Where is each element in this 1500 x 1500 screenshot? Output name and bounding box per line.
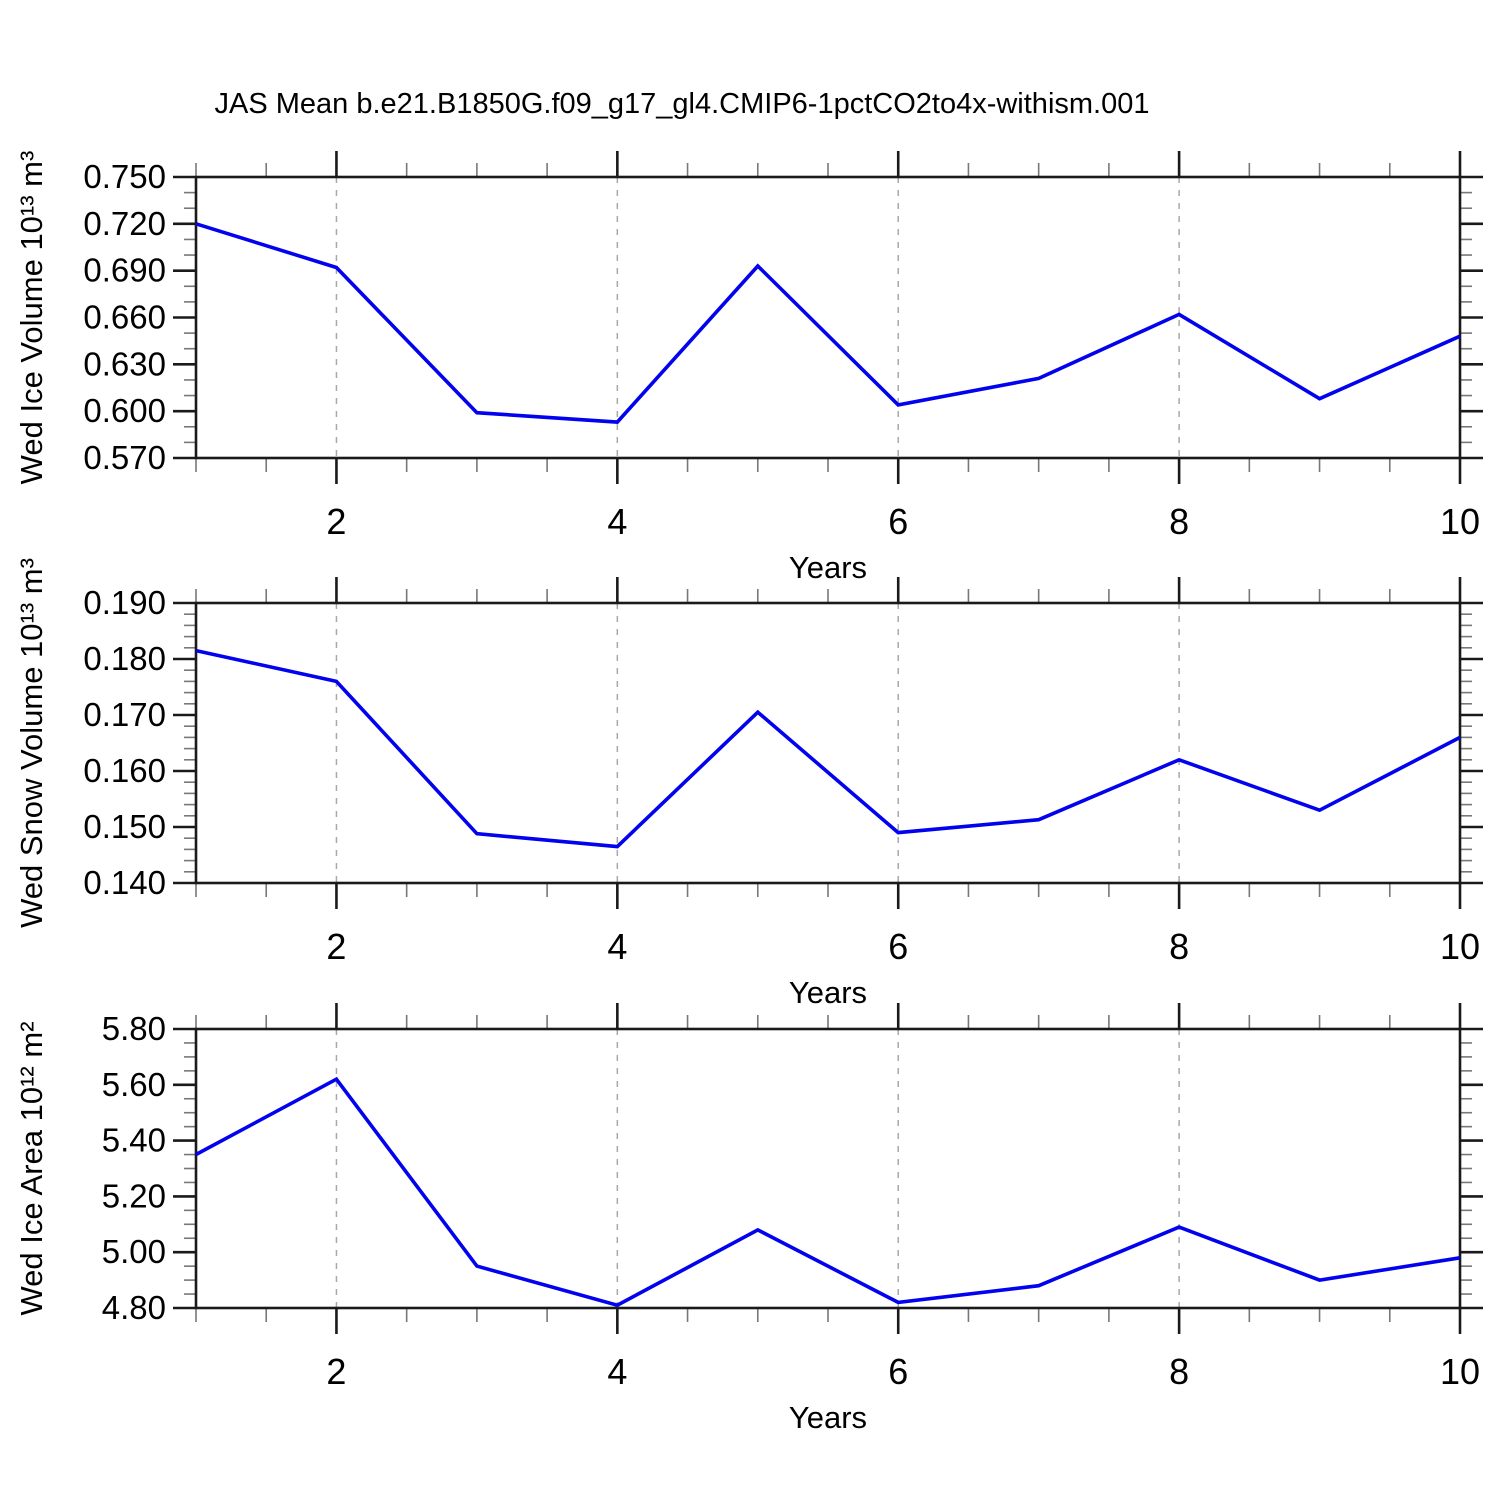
data-line	[195, 222, 1461, 424]
plot-border	[194, 175, 1462, 460]
x-tick-label: 4	[607, 926, 627, 967]
y-tick-label: 5.80	[102, 1010, 166, 1047]
chart-title-text: JAS Mean b.e21.B1850G.f09_g17_gl4.CMIP6-…	[214, 88, 1150, 120]
x-tick-label: 4	[607, 501, 627, 542]
x-tick-label: 10	[1440, 926, 1480, 967]
x-tick-label: 10	[1440, 1351, 1480, 1392]
panel-1: 0.570 0.600 0.630 0.660 0.690 0.720 0.750 2 4 6 8 1…	[14, 151, 1483, 585]
x-tick-label: 2	[326, 501, 346, 542]
y-tick-label: 0.160	[83, 752, 166, 789]
x-tick-label: 8	[1169, 501, 1189, 542]
x-axis-title: Years	[789, 550, 867, 585]
data-line	[195, 648, 1461, 849]
y-tick-label: 0.630	[83, 345, 166, 382]
y-tick-label: 0.690	[83, 252, 166, 289]
y-tick-label: 0.150	[83, 808, 166, 845]
y-tick-label: 5.60	[102, 1066, 166, 1103]
y-axis-title: Wed Snow Volume 10¹³ m³	[14, 558, 49, 928]
y-tick-label: 0.750	[83, 158, 166, 195]
x-tick-label: 10	[1440, 501, 1480, 542]
y-tick-label: 0.660	[83, 299, 166, 336]
y-tick-label: 0.190	[83, 584, 166, 621]
plot-border	[194, 1027, 1462, 1310]
panel-2: 0.140 0.150 0.160 0.170 0.180 0.190 2 4 6 8 10 Year…	[14, 558, 1483, 1010]
y-axis-title: Wed Ice Area 10¹² m²	[14, 1021, 49, 1315]
panel-3: 4.80 5.00 5.20 5.40 5.60 5.80 2 4 6 8 10 Years Wed I…	[14, 1003, 1483, 1435]
x-tick-label: 2	[326, 1351, 346, 1392]
chart-title: JAS Mean b.e21.B1850G.f09_g17_gl4.CMIP6-…	[0, 88, 1500, 121]
x-axis-title: Years	[789, 975, 867, 1010]
x-tick-label: 8	[1169, 926, 1189, 967]
y-tick-label: 0.600	[83, 392, 166, 429]
x-axis-title: Years	[789, 1400, 867, 1435]
x-tick-label: 6	[888, 1351, 908, 1392]
y-tick-label: 5.40	[102, 1122, 166, 1159]
data-line	[195, 1076, 1461, 1308]
x-tick-label: 6	[888, 926, 908, 967]
y-tick-label: 0.720	[83, 205, 166, 242]
x-tick-label: 6	[888, 501, 908, 542]
x-tick-label: 2	[326, 926, 346, 967]
y-tick-label: 4.80	[102, 1289, 166, 1326]
y-tick-label: 5.00	[102, 1233, 166, 1270]
plot-border	[194, 601, 1462, 885]
y-axis-title: Wed Ice Volume 10¹³ m³	[14, 151, 49, 485]
x-tick-label: 8	[1169, 1351, 1189, 1392]
y-tick-label: 0.570	[83, 439, 166, 476]
y-tick-label: 0.170	[83, 696, 166, 733]
x-tick-label: 4	[607, 1351, 627, 1392]
y-tick-label: 0.140	[83, 864, 166, 901]
y-tick-label: 0.180	[83, 640, 166, 677]
y-tick-label: 5.20	[102, 1177, 166, 1214]
